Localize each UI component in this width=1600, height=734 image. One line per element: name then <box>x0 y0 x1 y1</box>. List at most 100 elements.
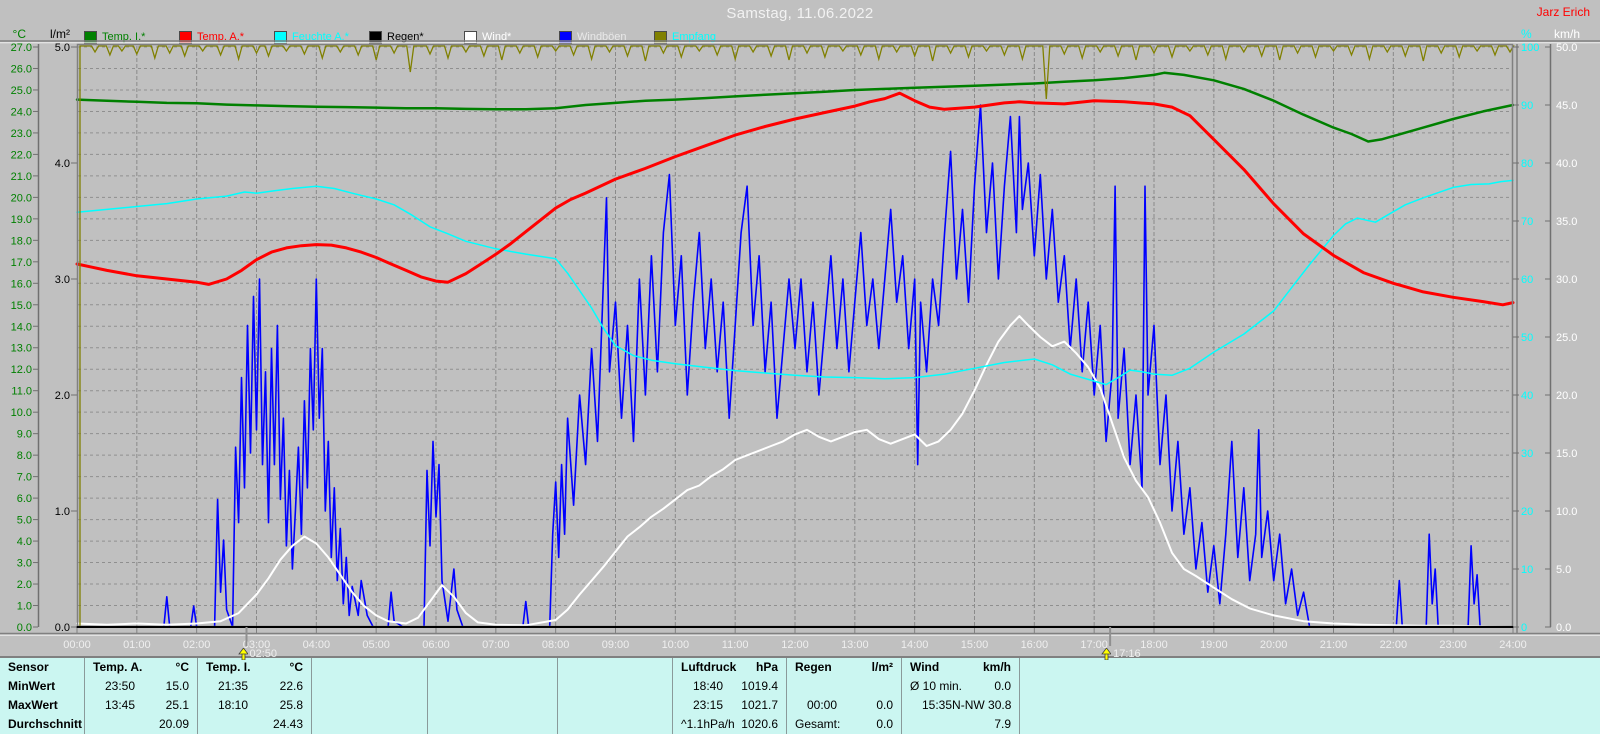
table-cell <box>558 715 672 734</box>
svg-text:2.0: 2.0 <box>55 390 70 402</box>
page-title: Samstag, 11.06.2022 <box>726 5 874 22</box>
legend-label: Feuchte A.* <box>292 31 349 43</box>
svg-text:20: 20 <box>1521 506 1533 518</box>
svg-text:21:00: 21:00 <box>1320 639 1348 651</box>
svg-text:15:00: 15:00 <box>961 639 989 651</box>
svg-text:100: 100 <box>1521 42 1539 54</box>
table-col-empty <box>558 658 673 734</box>
table-cell <box>1020 658 1600 677</box>
weather-chart: 0.0 1.0 2.0 3.0 4.0 5.0 6.0 7.0 8.0 9.0 10.0 11.0 12… <box>0 27 1600 651</box>
windb-en-series <box>76 104 1514 628</box>
svg-text:16.0: 16.0 <box>11 278 32 290</box>
table-cell <box>428 658 557 677</box>
svg-text:19.0: 19.0 <box>11 214 32 226</box>
svg-text:12.0: 12.0 <box>11 364 32 376</box>
table-cell: Ø 10 min. 0.0 <box>910 679 1011 693</box>
svg-text:3.0: 3.0 <box>17 558 32 570</box>
table-cell: 15:35 N-NW 30.8 <box>922 698 1012 712</box>
legend-item-windben: Windböen <box>559 30 654 44</box>
table-cell <box>558 658 672 677</box>
table-col-wind: Wind km/h Ø 10 min. 0.0 15:35 N-NW 30.8 7.9 <box>902 658 1020 734</box>
sun-event-icon <box>237 648 248 660</box>
svg-text:26.0: 26.0 <box>11 63 32 75</box>
axis-labels: 0.0 1.0 2.0 3.0 4.0 5.0 6.0 7.0 8.0 9.0 10.0 11.0 12… <box>11 27 1580 634</box>
svg-text:60: 60 <box>1521 274 1533 286</box>
svg-text:13:00: 13:00 <box>841 639 869 651</box>
svg-text:13.0: 13.0 <box>11 343 32 355</box>
svg-text:5.0: 5.0 <box>55 42 70 54</box>
svg-text:40: 40 <box>1521 390 1533 402</box>
table-cell: 24.43 <box>272 717 303 731</box>
svg-text:3.0: 3.0 <box>55 274 70 286</box>
svg-text:06:00: 06:00 <box>422 639 450 651</box>
svg-text:20.0: 20.0 <box>1556 390 1577 402</box>
table-col-luftdruck: Luftdruck hPa 18:40 1019.4 23:15 1021.7 ^1.1hP… <box>673 658 787 734</box>
table-col-temp-a-: Temp. A. °C 23:50 15.0 13:45 25.1 20.09 <box>85 658 198 734</box>
svg-text:10: 10 <box>1521 564 1533 576</box>
svg-text:20.0: 20.0 <box>11 192 32 204</box>
table-col-empty <box>1020 658 1600 734</box>
table-cell: 00:00 0.0 <box>807 698 893 712</box>
svg-text:70: 70 <box>1521 216 1533 228</box>
svg-text:11.0: 11.0 <box>11 386 32 398</box>
svg-text:10.0: 10.0 <box>11 407 32 419</box>
svg-text:9.0: 9.0 <box>17 429 32 441</box>
svg-text:18:00: 18:00 <box>1140 639 1168 651</box>
table-cell <box>787 677 901 696</box>
table-cell <box>558 677 672 696</box>
svg-text:15.0: 15.0 <box>11 300 32 312</box>
sun-event-icon <box>1101 648 1112 660</box>
svg-text:23.0: 23.0 <box>11 128 32 140</box>
wind-series <box>76 315 1514 628</box>
table-cell: Regen l/m² <box>795 660 893 674</box>
table-col-temp-i-: Temp. I. °C 21:35 22.6 18:10 25.8 24.43 <box>198 658 312 734</box>
svg-text:30.0: 30.0 <box>1556 274 1577 286</box>
chart-plot-area[interactable] <box>77 44 1513 627</box>
table-cell <box>428 696 557 715</box>
svg-text:25.0: 25.0 <box>11 85 32 97</box>
event-marker-time: 02:50 <box>249 648 278 660</box>
svg-text:1.0: 1.0 <box>17 601 32 613</box>
svg-text:12:00: 12:00 <box>781 639 809 651</box>
table-cell <box>428 715 557 734</box>
svg-text:04:00: 04:00 <box>303 639 331 651</box>
table-cell: 21:35 22.6 <box>218 679 303 693</box>
svg-text:8.0: 8.0 <box>17 450 32 462</box>
table-col-regen: Regen l/m² 00:00 0.0 Gesamt: 0.0 <box>787 658 902 734</box>
svg-text:50: 50 <box>1521 332 1533 344</box>
author-label: Jarz Erich <box>1536 5 1590 19</box>
event-marker-time: 17:16 <box>1113 648 1141 660</box>
table-cell: Wind km/h <box>910 660 1011 674</box>
svg-text:17:00: 17:00 <box>1080 639 1108 651</box>
table-cell: 18:10 25.8 <box>218 698 303 712</box>
svg-text:7.0: 7.0 <box>17 472 32 484</box>
svg-text:02:00: 02:00 <box>183 639 211 651</box>
temp-a--series <box>75 91 1515 307</box>
svg-text:2.0: 2.0 <box>17 579 32 591</box>
feuchte-a--series <box>76 179 1514 386</box>
table-cell: Temp. A. °C <box>93 660 189 674</box>
svg-text:50.0: 50.0 <box>1556 42 1577 54</box>
table-cell <box>1020 696 1600 715</box>
svg-text:27.0: 27.0 <box>11 42 32 54</box>
table-cell: 7.9 <box>994 717 1011 731</box>
svg-text:08:00: 08:00 <box>542 639 570 651</box>
svg-text:6.0: 6.0 <box>17 493 32 505</box>
table-cell: 20.09 <box>158 717 189 731</box>
temp-i--series <box>75 71 1515 143</box>
stats-table: Sensor MinWert MaxWert Durchschnitt Temp. A.… <box>0 656 1600 734</box>
table-cell <box>558 696 672 715</box>
svg-text:90: 90 <box>1521 100 1533 112</box>
table-cell: Temp. I. °C <box>206 660 303 674</box>
svg-text:l/m²: l/m² <box>50 27 70 41</box>
svg-text:40.0: 40.0 <box>1556 158 1577 170</box>
table-cell: 23:15 1021.7 <box>693 698 778 712</box>
svg-text:11:00: 11:00 <box>722 639 749 651</box>
svg-text:24.0: 24.0 <box>11 106 32 118</box>
empfang-series <box>79 45 1515 627</box>
table-cell <box>312 677 427 696</box>
svg-text:15.0: 15.0 <box>1556 448 1577 460</box>
table-cell <box>312 696 427 715</box>
svg-text:22.0: 22.0 <box>11 149 32 161</box>
svg-text:km/h: km/h <box>1554 27 1580 41</box>
